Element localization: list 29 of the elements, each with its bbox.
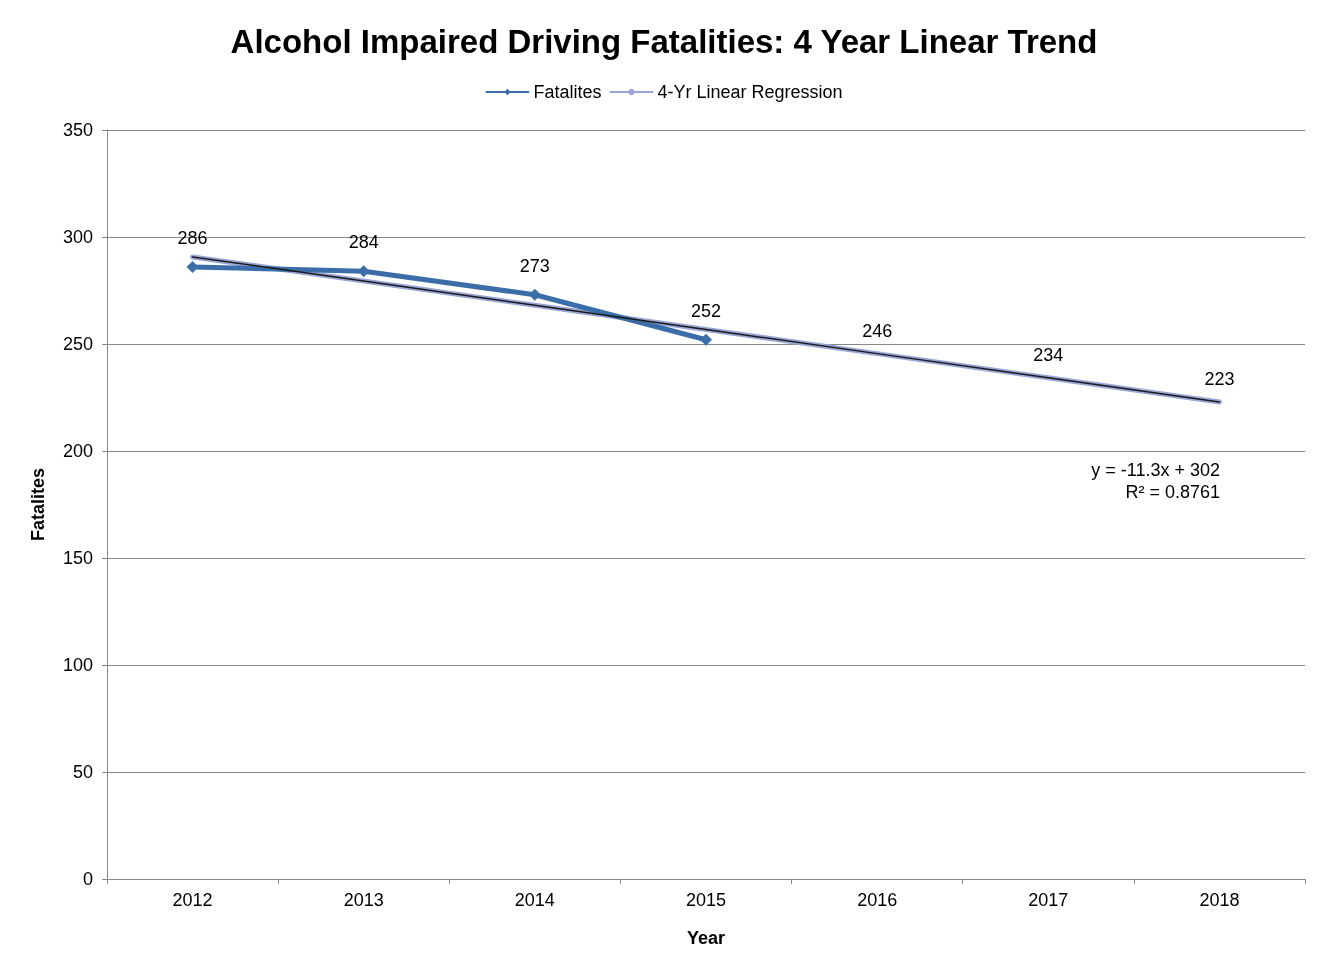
legend-label: 4-Yr Linear Regression: [657, 82, 843, 102]
x-tick-label: 2015: [685, 890, 727, 910]
data-label: 252: [690, 300, 722, 321]
x-tick-label: 2014: [514, 890, 555, 910]
x-tick-label: 2016: [857, 890, 898, 910]
y-tick-label: 200: [62, 441, 93, 461]
y-tick-label: 100: [62, 655, 93, 675]
data-label: 223: [1204, 368, 1235, 389]
y-tick-label: 350: [62, 120, 93, 140]
legend-label: Fatalites: [533, 82, 602, 102]
data-label: 284: [348, 232, 379, 253]
data-label: 246: [862, 320, 893, 341]
data-label: 286: [177, 227, 208, 248]
x-tick-label: 2012: [172, 890, 213, 910]
y-tick-label: 300: [62, 227, 93, 247]
annotation: R² = 0.8761: [1125, 482, 1220, 502]
x-tick-label: 2013: [343, 890, 384, 910]
y-axis-title: Fatalites: [28, 467, 48, 542]
x-axis-title: Year: [686, 928, 726, 948]
annotation: y = -11.3x + 302: [1091, 460, 1221, 480]
data-label: 273: [519, 255, 550, 276]
x-tick-label: 2018: [1199, 890, 1240, 910]
y-tick-label: 0: [82, 869, 93, 889]
x-tick-label: 2017: [1028, 890, 1069, 910]
chart-title: Alcohol Impaired Driving Fatalities: 4 Year Linear Trend: [230, 23, 1098, 60]
data-label: 234: [1033, 344, 1064, 365]
y-tick-label: 50: [72, 762, 93, 782]
y-tick-label: 250: [62, 334, 93, 354]
y-tick-label: 150: [62, 548, 93, 568]
